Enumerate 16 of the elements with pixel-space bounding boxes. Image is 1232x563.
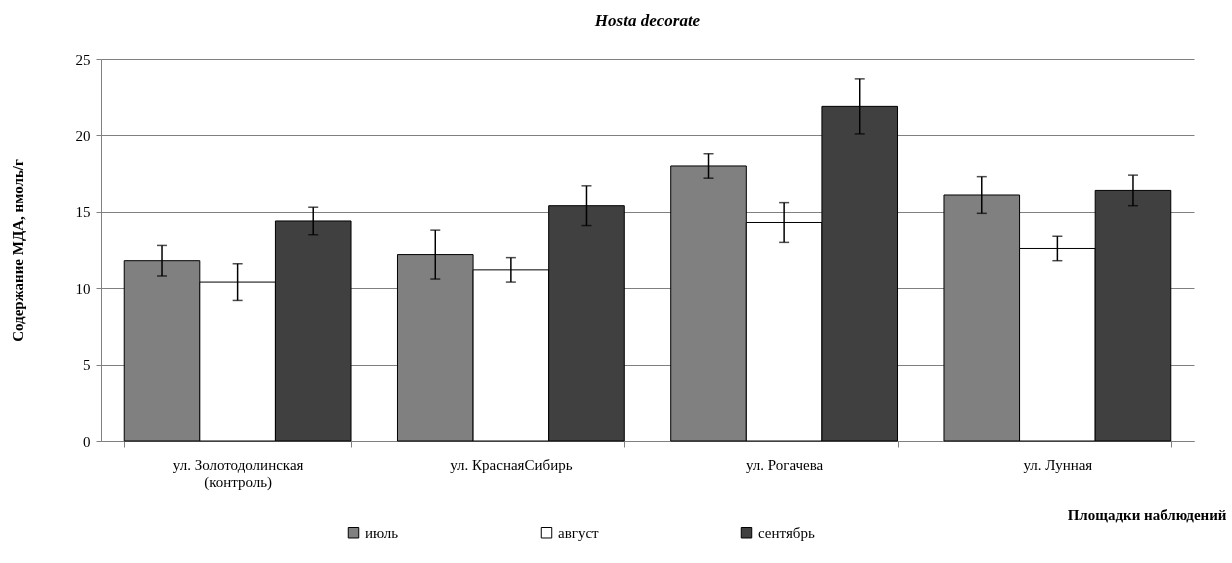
y-axis-title: Содержание МДА, нмоль/г xyxy=(9,158,26,342)
y-tick-label: 15 xyxy=(75,204,91,221)
y-tick-label: 20 xyxy=(75,127,91,144)
legend-label: июль xyxy=(365,524,399,541)
x-tick-label: ул. КраснаяСибирь xyxy=(450,456,573,473)
x-tick-label: ул. Золотодолинская (контроль) xyxy=(172,456,304,491)
x-tick-label: ул. Лунная xyxy=(1023,456,1093,473)
y-tick-label: 10 xyxy=(75,280,91,297)
y-tick-label: 5 xyxy=(83,357,91,374)
legend-label: сентябрь xyxy=(758,524,815,541)
y-tick-label: 25 xyxy=(75,51,91,68)
y-tick-label: 0 xyxy=(83,433,91,450)
legend-label: август xyxy=(558,524,600,541)
x-axis-title: Площадки наблюдений xyxy=(1067,506,1227,523)
chart-title: Hosta decorate xyxy=(593,11,701,30)
x-tick-label: ул. Рогачева xyxy=(746,456,824,473)
